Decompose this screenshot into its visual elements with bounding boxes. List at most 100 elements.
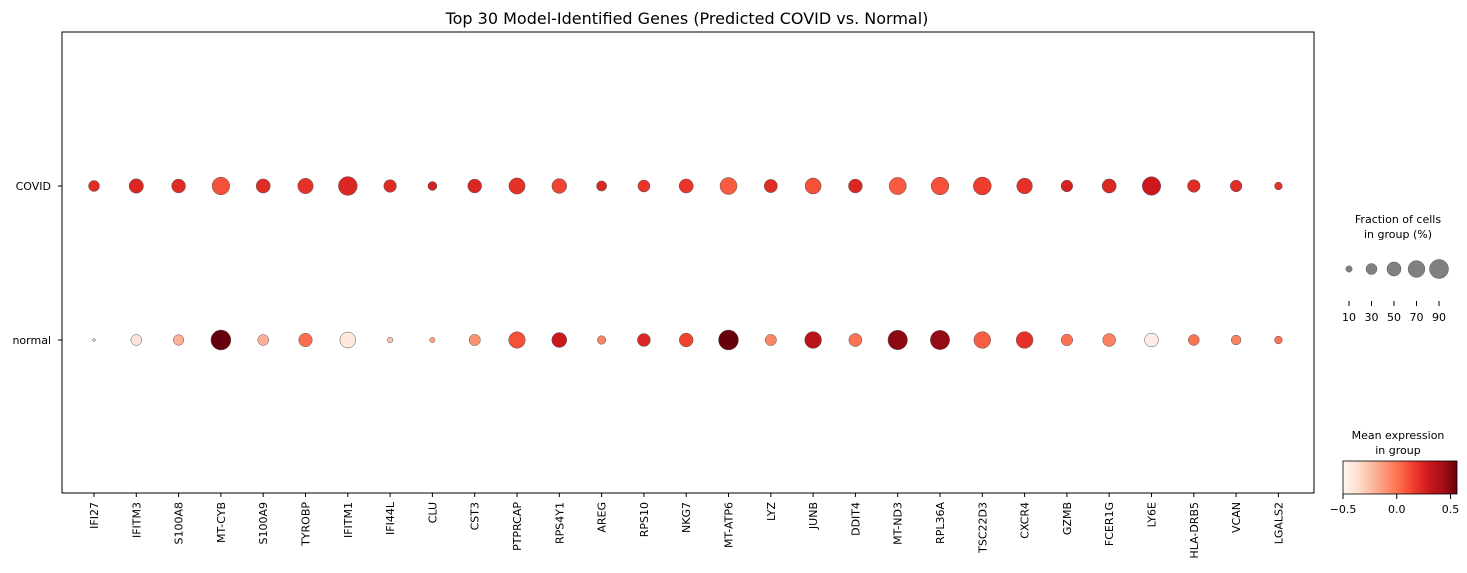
x-axis: IFI27 IFITM3 S100A8 MT-CYB S100A9 TYROBP IFITM… [88, 493, 1285, 559]
dot [338, 176, 358, 196]
x-tick-label: MT-ATP6 [723, 502, 736, 548]
dot [551, 332, 568, 348]
x-tick-label: CST3 [469, 502, 482, 530]
dot [255, 178, 271, 194]
dot [1060, 333, 1073, 347]
dot [848, 333, 863, 347]
colorbar-tick-label: 0.5 [1442, 503, 1460, 516]
x-tick-label: VCAN [1230, 502, 1243, 533]
dot [173, 334, 185, 346]
y-tick-label: normal [12, 334, 51, 347]
dot [171, 178, 186, 194]
size-legend-dot [1345, 265, 1353, 273]
size-legend-label: 70 [1410, 311, 1424, 324]
dot [211, 176, 230, 196]
x-tick-label: IFITM1 [342, 502, 355, 538]
dot [298, 332, 313, 348]
dot [1230, 334, 1242, 346]
dot [92, 338, 96, 342]
x-tick-label: DDIT4 [849, 502, 862, 536]
dot [1060, 179, 1073, 193]
dot [930, 330, 950, 350]
x-tick-label: CXCR4 [1019, 502, 1032, 539]
dot [764, 334, 777, 346]
dot [718, 329, 739, 351]
size-legend-label: 30 [1365, 311, 1379, 324]
size-legend: Fraction of cells in group (%) 10 30 50 70 9… [1342, 213, 1449, 324]
color-legend: Mean expression in group −0.5 0.0 0.5 [1330, 429, 1460, 516]
color-legend-title-line1: Mean expression [1352, 429, 1445, 442]
dot [467, 178, 482, 194]
size-legend-label: 10 [1342, 311, 1356, 324]
x-tick-label: FCER1G [1103, 502, 1116, 546]
size-legend-label: 50 [1387, 311, 1401, 324]
dot [210, 329, 232, 351]
x-tick-label: LYZ [765, 502, 778, 521]
dot [973, 176, 992, 196]
dot [339, 331, 357, 349]
color-legend-title-line2: in group [1375, 444, 1420, 457]
dot [468, 334, 481, 346]
x-tick-label: AREG [596, 502, 609, 533]
dot [128, 178, 144, 194]
dot [804, 177, 822, 195]
size-legend-dot [1407, 260, 1426, 278]
dot [383, 179, 397, 193]
dot [508, 177, 526, 195]
dot [257, 334, 269, 346]
x-tick-label: MT-CYB [215, 502, 228, 543]
x-tick-label: CLU [426, 502, 439, 523]
dot [551, 178, 567, 194]
x-tick-label: NKG7 [680, 502, 693, 533]
size-legend-label: 90 [1432, 311, 1446, 324]
x-tick-label: LY6E [1146, 502, 1159, 527]
x-tick-label: MT-ND3 [892, 502, 905, 545]
dot [297, 178, 314, 194]
dot [1274, 181, 1283, 191]
x-tick-label: RPL36A [934, 502, 947, 544]
dot [1015, 331, 1034, 349]
dot [679, 332, 694, 348]
dot [637, 179, 651, 193]
colorbar-tick-label: −0.5 [1330, 503, 1357, 516]
dot [597, 335, 607, 345]
dot [804, 331, 822, 349]
x-tick-label: RPS10 [638, 502, 651, 537]
dot [930, 176, 950, 196]
size-legend-dot [1365, 263, 1378, 275]
dot [763, 179, 778, 193]
size-legend-dot [1429, 259, 1449, 279]
dots-layer [88, 176, 1283, 351]
dot [88, 180, 100, 192]
dot [427, 181, 438, 191]
dot [1102, 333, 1116, 347]
dot [1187, 179, 1201, 193]
colorbar-tick-label: 0.0 [1388, 503, 1406, 516]
x-tick-label: IFITM3 [130, 502, 143, 538]
dot [1016, 177, 1033, 195]
dot [429, 337, 436, 343]
dot [637, 333, 651, 347]
dot [1274, 335, 1283, 345]
x-tick-label: RPS4Y1 [553, 502, 566, 544]
size-legend-title-line1: Fraction of cells [1355, 213, 1441, 226]
dot [1144, 332, 1159, 348]
x-tick-label: S100A8 [173, 502, 186, 545]
plot-frame [61, 31, 1315, 494]
x-tick-label: GZMB [1061, 502, 1074, 535]
dot [887, 330, 908, 350]
dot [678, 178, 694, 194]
x-tick-label: TSC22D3 [976, 502, 989, 554]
dot [888, 177, 907, 195]
chart-title: Top 30 Model-Identified Genes (Predicted… [445, 9, 929, 28]
dot [1142, 176, 1161, 196]
dot [973, 331, 991, 349]
y-tick-label: COVID [16, 180, 51, 193]
dot [387, 336, 394, 344]
y-axis: COVID normal [12, 180, 62, 347]
dot [508, 331, 526, 349]
dot [848, 178, 863, 194]
size-legend-dot [1386, 261, 1402, 277]
dot [596, 180, 607, 192]
